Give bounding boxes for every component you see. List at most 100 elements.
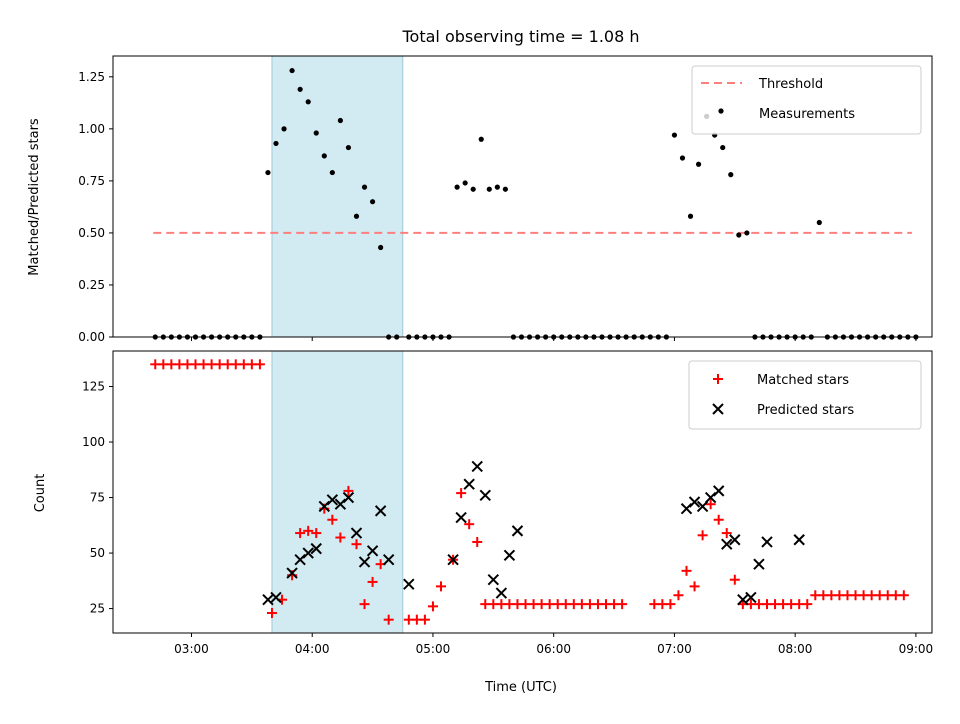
predicted-stars-point: [495, 587, 508, 599]
measurement-point: [313, 130, 319, 136]
top-y-ticks: 0.00 0.25 0.50 0.75 1.00 1.25: [78, 70, 113, 344]
highlight-span: [271, 55, 404, 338]
matched-stars-point: [359, 599, 370, 610]
x-tick-label: 08:00: [778, 642, 813, 656]
measurement-point: [337, 117, 343, 124]
measurements-legend-marker: [718, 108, 724, 114]
measurement-point: [462, 180, 468, 186]
predicted-stars-point: [270, 591, 282, 604]
predicted-stars-point: [374, 505, 387, 517]
bottom-plot-frame: [112, 350, 933, 634]
measurement-point: [816, 219, 822, 226]
measurement-point: [329, 169, 335, 176]
matched-stars-point: [898, 590, 909, 601]
matched-stars-point: [295, 528, 306, 539]
predicted-stars-point: [793, 534, 805, 546]
predicted-stars-point: [455, 511, 467, 524]
y-tick-label: 50: [90, 546, 105, 560]
y-tick-label: 25: [90, 602, 105, 616]
matched-stars-point: [681, 565, 692, 576]
highlight-span: [271, 350, 404, 634]
matched-stars-point: [472, 536, 483, 547]
matched-stars-legend-label: Matched stars: [757, 373, 849, 388]
top-x-ticks: [190, 337, 917, 341]
predicted-stars-point: [745, 591, 757, 604]
matched-stars-point: [327, 514, 338, 525]
predicted-stars-point: [729, 534, 741, 546]
y-tick-label: 75: [90, 491, 105, 505]
matched-stars-point: [311, 528, 322, 539]
matched-stars-point: [427, 601, 438, 612]
measurement-point: [744, 230, 750, 236]
predicted-stars-point: [326, 494, 339, 506]
top-legend-box: [691, 65, 922, 135]
predicted-stars-legend-marker: [712, 403, 724, 415]
measurement-point: [353, 213, 360, 219]
x-axis-label: Time (UTC): [484, 680, 557, 695]
measurement-point: [345, 144, 352, 151]
matched-stars-point: [335, 532, 346, 543]
measurement-point: [281, 126, 287, 132]
matched-stars-point: [689, 581, 700, 592]
measurement-point: [305, 99, 311, 105]
measurement-point: [273, 140, 279, 147]
measurement-point: [695, 161, 702, 167]
matched-stars-point: [665, 599, 676, 610]
top-plot-frame: [112, 55, 933, 338]
matched-stars-legend-marker: [713, 374, 723, 384]
matched-stars-point: [617, 599, 628, 610]
y-tick-label: 125: [82, 380, 105, 394]
predicted-stars-point: [358, 556, 371, 568]
matched-stars-point: [721, 528, 732, 539]
matched-stars-point: [464, 519, 475, 530]
x-tick-label: 07:00: [657, 642, 692, 656]
predicted-stars-point: [471, 460, 483, 473]
y-tick-label: 100: [82, 435, 105, 449]
matched-stars-point: [343, 485, 354, 496]
measurement-point: [494, 184, 500, 190]
measurement-point: [736, 232, 742, 238]
predicted-stars-point: [479, 489, 491, 502]
bottom-legend: Matched stars Predicted stars: [688, 360, 922, 430]
predicted-stars-point: [712, 485, 725, 497]
predicted-stars-point: [286, 567, 298, 579]
y-tick-label: 1.00: [78, 122, 105, 136]
measurement-point: [454, 184, 460, 190]
matched-stars-point: [713, 514, 724, 525]
matched-stars-point: [673, 590, 684, 601]
y-tick-label: 0.00: [78, 330, 105, 344]
predicted-stars-point: [511, 525, 524, 537]
predicted-stars-point: [342, 491, 355, 504]
measurement-point: [470, 186, 476, 192]
measurement-point: [502, 186, 508, 192]
measurement-point: [720, 144, 726, 151]
measurement-point: [361, 184, 368, 190]
predicted-stars-series: [262, 460, 805, 606]
measurement-point: [289, 67, 295, 74]
predicted-stars-point: [382, 554, 395, 566]
matched-stars-point: [254, 359, 265, 370]
predicted-stars-point: [487, 574, 500, 586]
legend-x-glyph: [712, 403, 724, 415]
bottom-panel: 25 50 75 100 125 03:00 04:00 05:00 06:00 07:00 08…: [33, 350, 933, 695]
y-tick-label: 0.50: [78, 226, 105, 240]
matched-stars-point: [351, 539, 362, 550]
matched-stars-point: [456, 488, 467, 499]
predicted-stars-point: [463, 478, 475, 490]
bottom-legend-box: [688, 360, 922, 430]
matched-stars-point: [436, 581, 447, 592]
y-tick-label: 0.25: [78, 278, 105, 292]
x-tick-label: 09:00: [899, 642, 934, 656]
measurement-point: [378, 244, 384, 251]
y-tick-label: 0.75: [78, 174, 105, 188]
chart-title: Total observing time = 1.08 h: [401, 27, 639, 46]
top-y-axis-label: Matched/Predicted stars: [27, 118, 42, 276]
measurement-point: [265, 169, 271, 176]
measurement-point: [486, 186, 492, 192]
bottom-x-ticks: 03:00 04:00 05:00 06:00 07:00 08:00 09:00: [174, 633, 933, 656]
threshold-legend-label: Threshold: [758, 77, 823, 92]
matched-stars-point: [697, 530, 708, 541]
x-tick-label: 04:00: [295, 642, 330, 656]
predicted-stars-point: [302, 547, 314, 559]
